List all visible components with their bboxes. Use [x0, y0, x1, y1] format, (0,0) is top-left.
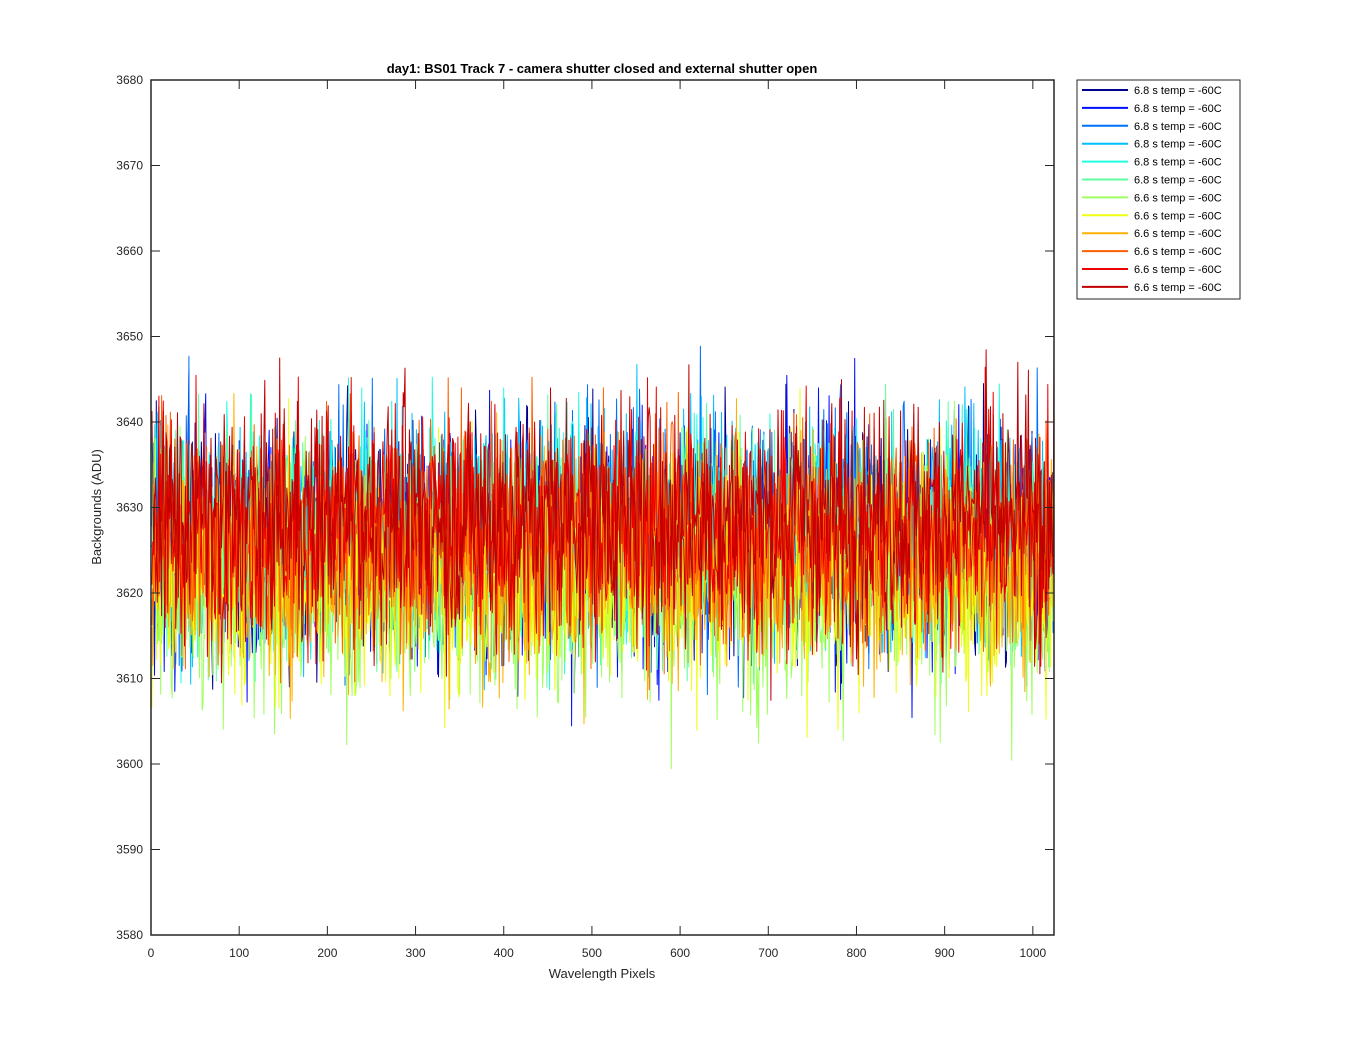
y-tick-label: 3610 — [116, 672, 143, 686]
x-tick-label: 800 — [846, 946, 866, 960]
series-layer — [151, 332, 1055, 770]
x-tick-label: 900 — [935, 946, 955, 960]
legend-label: 6.6 s temp = -60C — [1134, 228, 1222, 240]
y-tick-label: 3590 — [116, 843, 143, 857]
y-axis: 3580 3590 3600 3610 3620 3630 3640 3650 3660 3670… — [116, 73, 1054, 942]
x-tick-label: 0 — [148, 946, 155, 960]
legend-label: 6.6 s temp = -60C — [1134, 264, 1222, 276]
legend-label: 6.6 s temp = -60C — [1134, 282, 1222, 294]
x-tick-label: 100 — [229, 946, 249, 960]
legend-label: 6.8 s temp = -60C — [1134, 139, 1222, 151]
series-line-12 — [151, 332, 1055, 701]
y-tick-label: 3650 — [116, 330, 143, 344]
y-tick-label: 3600 — [116, 757, 143, 771]
x-tick-label: 300 — [406, 946, 426, 960]
x-tick-label: 400 — [494, 946, 514, 960]
x-tick-label: 1000 — [1019, 946, 1046, 960]
legend-box — [1076, 79, 1241, 300]
legend-label: 6.8 s temp = -60C — [1134, 175, 1222, 187]
chart-title: day1: BS01 Track 7 - camera shutter clos… — [387, 61, 818, 76]
y-tick-label: 3630 — [116, 501, 143, 515]
legend-label: 6.6 s temp = -60C — [1134, 192, 1222, 204]
x-tick-label: 600 — [670, 946, 690, 960]
x-tick-label: 200 — [317, 946, 337, 960]
legend: 6.8 s temp = -60C 6.8 s temp = -60C 6.8 s … — [1076, 79, 1241, 300]
y-tick-label: 3680 — [116, 73, 143, 87]
x-tick-label: 700 — [758, 946, 778, 960]
legend-label: 6.8 s temp = -60C — [1134, 121, 1222, 133]
y-axis-label: Backgrounds (ADU) — [89, 449, 104, 565]
y-tick-label: 3580 — [116, 928, 143, 942]
x-axis: 0 100 200 300 400 500 600 700 800 900 1000 — [148, 80, 1047, 960]
y-tick-label: 3640 — [116, 415, 143, 429]
legend-label: 6.8 s temp = -60C — [1134, 85, 1222, 97]
y-tick-label: 3670 — [116, 159, 143, 173]
x-axis-label: Wavelength Pixels — [549, 966, 656, 981]
y-tick-label: 3620 — [116, 586, 143, 600]
legend-label: 6.6 s temp = -60C — [1134, 210, 1222, 222]
legend-label: 6.6 s temp = -60C — [1134, 246, 1222, 258]
x-tick-label: 500 — [582, 946, 602, 960]
y-tick-label: 3660 — [116, 244, 143, 258]
legend-label: 6.8 s temp = -60C — [1134, 103, 1222, 115]
legend-label: 6.8 s temp = -60C — [1134, 157, 1222, 169]
